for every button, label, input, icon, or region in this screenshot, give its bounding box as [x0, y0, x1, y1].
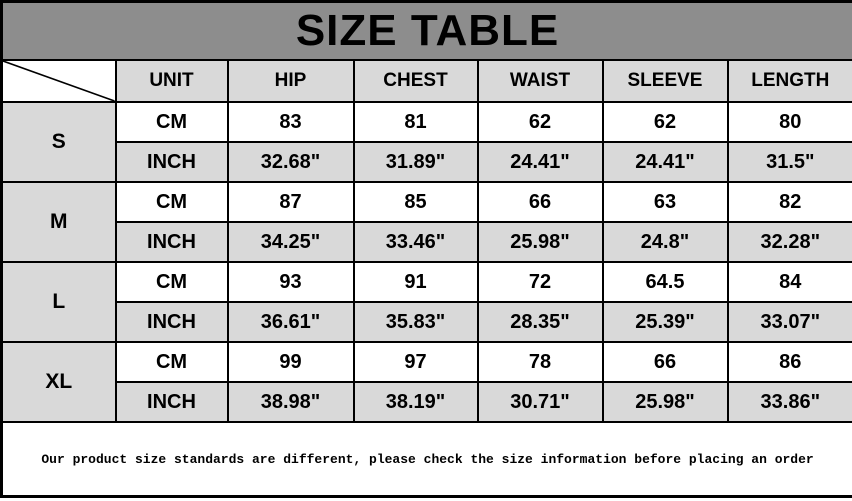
unit-cell-cm: CM	[114, 101, 229, 143]
value-cell: 31.5"	[726, 141, 852, 183]
size-label-xl: XL	[0, 341, 117, 423]
footer-note: Our product size standards are different…	[0, 421, 852, 498]
value-cell: 28.35"	[476, 301, 604, 343]
value-cell: 64.5	[601, 261, 729, 303]
value-cell: 91	[352, 261, 479, 303]
unit-cell-cm: CM	[114, 261, 229, 303]
table-title: SIZE TABLE	[0, 0, 852, 61]
value-cell: 99	[226, 341, 355, 383]
value-cell: 66	[476, 181, 604, 223]
table-row: S CM 83 81 62 62 80	[0, 101, 852, 183]
value-cell: 38.98"	[226, 381, 355, 423]
column-header-sleeve: SLEEVE	[601, 59, 729, 103]
diagonal-line-icon	[3, 61, 115, 101]
value-cell: 83	[226, 101, 355, 143]
unit-cell-inch: INCH	[114, 381, 229, 423]
value-cell: 24.8"	[601, 221, 729, 263]
table-row: M CM 87 85 66 63 82	[0, 181, 852, 263]
unit-cell-cm: CM	[114, 181, 229, 223]
table-row: XL CM 99 97 78 66 86	[0, 341, 852, 423]
column-header-length: LENGTH	[726, 59, 852, 103]
value-cell: 38.19"	[352, 381, 479, 423]
value-cell: 32.28"	[726, 221, 852, 263]
value-cell: 82	[726, 181, 852, 223]
value-cell: 25.39"	[601, 301, 729, 343]
value-cell: 33.07"	[726, 301, 852, 343]
size-label-m: M	[0, 181, 117, 263]
size-label-l: L	[0, 261, 117, 343]
value-cell: 34.25"	[226, 221, 355, 263]
column-header-chest: CHEST	[352, 59, 479, 103]
value-cell: 87	[226, 181, 355, 223]
value-cell: 86	[726, 341, 852, 383]
value-cell: 35.83"	[352, 301, 479, 343]
column-header-hip: HIP	[226, 59, 355, 103]
value-cell: 93	[226, 261, 355, 303]
unit-cell-inch: INCH	[114, 141, 229, 183]
value-cell: 62	[601, 101, 729, 143]
unit-cell-inch: INCH	[114, 301, 229, 343]
table-row: INCH 36.61" 35.83" 28.35" 25.39" 33.07"	[2, 301, 852, 343]
value-cell: 25.98"	[476, 221, 604, 263]
value-cell: 72	[476, 261, 604, 303]
value-cell: 25.98"	[601, 381, 729, 423]
value-cell: 62	[476, 101, 604, 143]
value-cell: 33.46"	[352, 221, 479, 263]
value-cell: 78	[476, 341, 604, 383]
value-cell: 80	[726, 101, 852, 143]
size-label-s: S	[0, 101, 117, 183]
value-cell: 81	[352, 101, 479, 143]
value-cell: 30.71"	[476, 381, 604, 423]
value-cell: 32.68"	[226, 141, 355, 183]
table-row: INCH 34.25" 33.46" 25.98" 24.8" 32.28"	[2, 221, 852, 263]
value-cell: 66	[601, 341, 729, 383]
footer-row: Our product size standards are different…	[0, 421, 852, 498]
value-cell: 33.86"	[726, 381, 852, 423]
table-row: INCH 32.68" 31.89" 24.41" 24.41" 31.5"	[2, 141, 852, 183]
value-cell: 36.61"	[226, 301, 355, 343]
title-row: SIZE TABLE	[0, 0, 852, 61]
value-cell: 24.41"	[601, 141, 729, 183]
table-row: L CM 93 91 72 64.5 84	[0, 261, 852, 343]
unit-cell-cm: CM	[114, 341, 229, 383]
value-cell: 24.41"	[476, 141, 604, 183]
value-cell: 85	[352, 181, 479, 223]
value-cell: 31.89"	[352, 141, 479, 183]
header-row: UNIT HIP CHEST WAIST SLEEVE LENGTH	[0, 59, 852, 103]
value-cell: 97	[352, 341, 479, 383]
column-header-waist: WAIST	[476, 59, 604, 103]
unit-cell-inch: INCH	[114, 221, 229, 263]
corner-diagonal-cell	[0, 59, 117, 103]
value-cell: 84	[726, 261, 852, 303]
column-header-unit: UNIT	[114, 59, 229, 103]
table-row: INCH 38.98" 38.19" 30.71" 25.98" 33.86"	[2, 381, 852, 423]
value-cell: 63	[601, 181, 729, 223]
